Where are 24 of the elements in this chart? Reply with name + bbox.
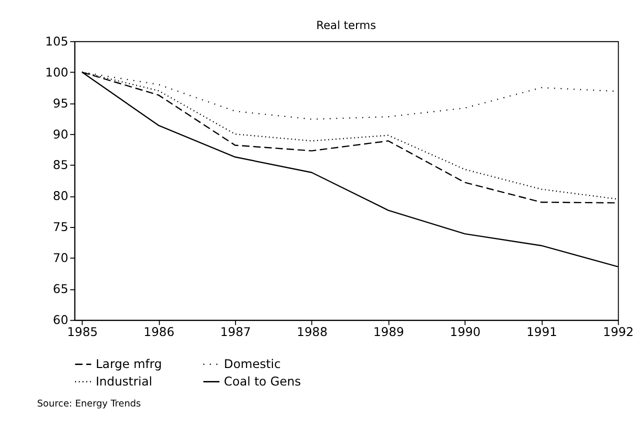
x-tick-label: 1987 xyxy=(220,325,251,340)
source-note: Source: Energy Trends xyxy=(37,398,141,410)
y-tick-label: 60 xyxy=(52,313,68,328)
x-tick-label: 1985 xyxy=(67,325,98,340)
legend-label: Industrial xyxy=(96,374,152,388)
y-tick-label: 80 xyxy=(52,189,68,204)
x-tick-label: 1991 xyxy=(526,325,558,340)
y-tick-label: 75 xyxy=(52,220,68,234)
x-tick-label: 1990 xyxy=(450,325,481,340)
x-tick-label: 1989 xyxy=(373,325,404,340)
y-tick-label: 70 xyxy=(52,251,68,266)
legend-label: Domestic xyxy=(224,357,281,372)
x-tick-label: 1986 xyxy=(144,325,174,340)
y-tick-label: 95 xyxy=(52,96,68,110)
y-tick-label: 85 xyxy=(52,158,68,172)
legend-label: Large mfrg xyxy=(96,357,162,372)
x-tick-label: 1992 xyxy=(603,325,634,340)
y-tick-label: 65 xyxy=(52,282,68,296)
y-tick-label: 105 xyxy=(45,34,68,48)
x-tick-label: 1988 xyxy=(296,325,328,340)
chart-title: Real terms xyxy=(316,19,376,32)
legend-label: Coal to Gens xyxy=(224,374,301,388)
y-tick-label: 100 xyxy=(45,65,68,80)
y-tick-label: 90 xyxy=(52,127,68,142)
